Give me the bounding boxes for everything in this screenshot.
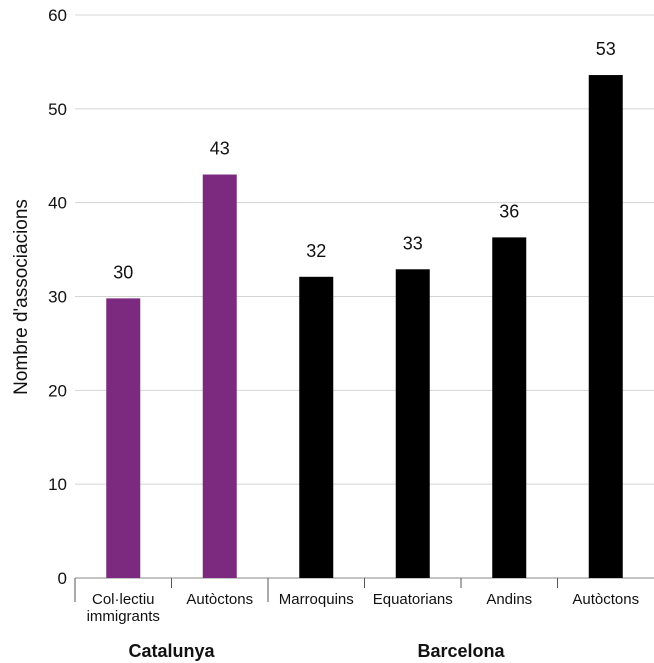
data-label: 32 [306, 241, 326, 261]
bars [106, 75, 623, 578]
gridlines [75, 14, 654, 485]
y-tick-label: 10 [48, 475, 67, 494]
y-axis-title: Nombre d'associacions [11, 199, 32, 395]
category-label: Col·lectiu [92, 591, 155, 608]
y-tick-label: 30 [48, 288, 67, 307]
data-label: 43 [210, 139, 230, 159]
bar [106, 298, 141, 578]
y-tick-label: 0 [58, 569, 67, 588]
data-label: 36 [499, 201, 519, 221]
group-label: Catalunya [128, 641, 215, 661]
y-tick-label: 20 [48, 381, 67, 400]
data-label: 30 [113, 262, 133, 282]
group-label: Barcelona [417, 641, 505, 661]
data-label: 33 [403, 233, 423, 253]
bar [395, 269, 430, 578]
y-tick-label: 40 [48, 194, 67, 213]
axes [74, 577, 654, 602]
category-label: Marroquins [279, 591, 354, 608]
bar [588, 75, 623, 578]
bar [492, 237, 527, 578]
bar [202, 174, 237, 578]
y-tick-label: 60 [48, 6, 67, 25]
y-tick-label: 50 [48, 100, 67, 119]
category-label: immigrants [87, 608, 160, 625]
bar [299, 276, 334, 578]
category-label: Autòctons [572, 591, 639, 608]
category-label: Equatorians [373, 591, 453, 608]
data-label: 53 [596, 39, 616, 59]
category-label: Andins [486, 591, 532, 608]
category-label: Autòctons [186, 591, 253, 608]
